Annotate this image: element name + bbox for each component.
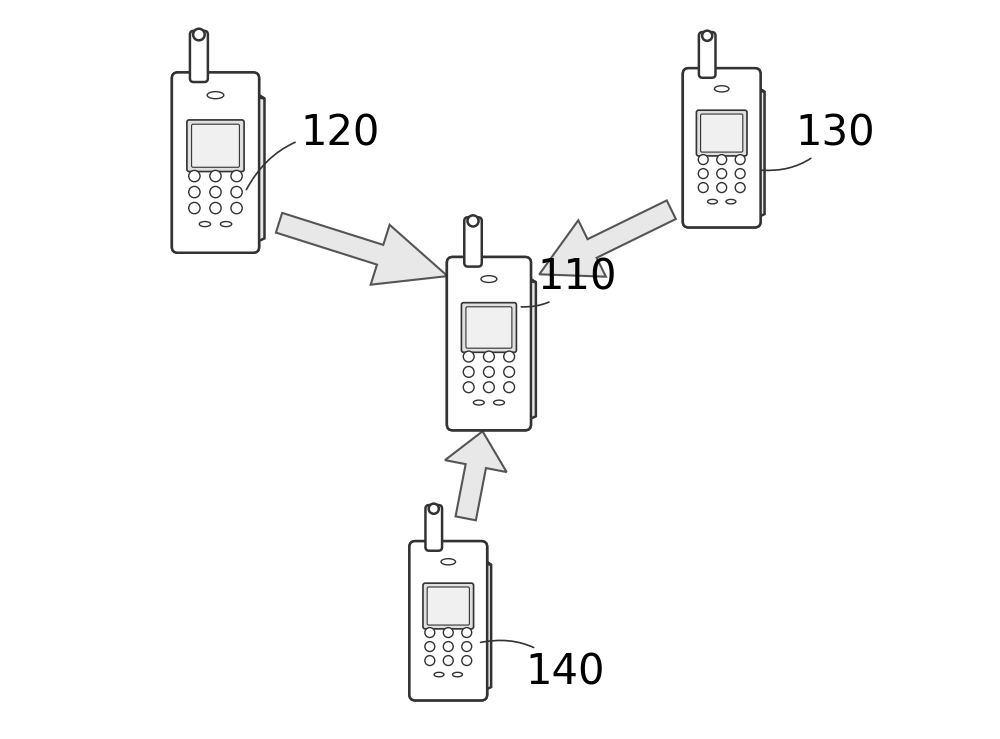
Ellipse shape xyxy=(220,222,232,227)
FancyBboxPatch shape xyxy=(447,257,531,430)
Ellipse shape xyxy=(473,400,484,405)
FancyBboxPatch shape xyxy=(466,307,512,348)
Circle shape xyxy=(735,154,745,165)
Ellipse shape xyxy=(207,92,224,99)
Circle shape xyxy=(698,183,708,193)
Polygon shape xyxy=(525,276,536,421)
FancyBboxPatch shape xyxy=(464,217,482,267)
Polygon shape xyxy=(692,74,765,92)
Circle shape xyxy=(425,641,435,652)
FancyBboxPatch shape xyxy=(699,32,716,78)
FancyBboxPatch shape xyxy=(683,68,761,228)
Circle shape xyxy=(189,171,200,182)
Circle shape xyxy=(717,154,727,165)
Circle shape xyxy=(189,202,200,214)
Circle shape xyxy=(231,186,242,198)
Text: 120: 120 xyxy=(246,112,380,190)
FancyBboxPatch shape xyxy=(187,120,244,171)
Circle shape xyxy=(702,31,712,41)
Circle shape xyxy=(483,367,494,378)
Circle shape xyxy=(463,382,474,392)
Polygon shape xyxy=(276,213,448,285)
Circle shape xyxy=(462,627,472,638)
Circle shape xyxy=(210,186,221,198)
Ellipse shape xyxy=(481,276,497,282)
Circle shape xyxy=(210,202,221,214)
Circle shape xyxy=(210,171,221,182)
Polygon shape xyxy=(182,78,264,98)
Ellipse shape xyxy=(714,86,729,92)
Polygon shape xyxy=(539,200,676,276)
FancyBboxPatch shape xyxy=(696,110,747,156)
Text: 110: 110 xyxy=(521,256,616,307)
Text: 130: 130 xyxy=(761,112,875,171)
FancyBboxPatch shape xyxy=(192,124,239,167)
Circle shape xyxy=(467,215,479,226)
Polygon shape xyxy=(253,92,264,243)
FancyBboxPatch shape xyxy=(701,114,743,152)
FancyBboxPatch shape xyxy=(172,72,259,253)
Circle shape xyxy=(483,382,494,392)
Circle shape xyxy=(717,168,727,179)
Polygon shape xyxy=(419,547,491,565)
FancyBboxPatch shape xyxy=(423,583,474,629)
Ellipse shape xyxy=(494,400,504,405)
Circle shape xyxy=(425,627,435,638)
Polygon shape xyxy=(456,263,536,282)
Circle shape xyxy=(504,367,515,378)
Circle shape xyxy=(698,154,708,165)
Circle shape xyxy=(231,202,242,214)
Circle shape xyxy=(717,183,727,193)
Circle shape xyxy=(443,655,453,666)
Ellipse shape xyxy=(434,672,444,677)
FancyBboxPatch shape xyxy=(190,31,208,82)
Circle shape xyxy=(463,367,474,378)
Circle shape xyxy=(735,168,745,179)
Polygon shape xyxy=(445,432,507,520)
FancyBboxPatch shape xyxy=(409,541,487,701)
Ellipse shape xyxy=(453,672,462,677)
Circle shape xyxy=(698,168,708,179)
Circle shape xyxy=(504,382,515,392)
Ellipse shape xyxy=(726,200,736,204)
Ellipse shape xyxy=(199,222,211,227)
Circle shape xyxy=(429,504,439,514)
FancyBboxPatch shape xyxy=(683,68,761,228)
Circle shape xyxy=(462,655,472,666)
Text: 140: 140 xyxy=(481,641,605,693)
Circle shape xyxy=(189,186,200,198)
FancyBboxPatch shape xyxy=(461,303,516,353)
Circle shape xyxy=(443,627,453,638)
FancyBboxPatch shape xyxy=(447,257,531,430)
FancyBboxPatch shape xyxy=(425,505,442,551)
Polygon shape xyxy=(481,559,491,692)
Circle shape xyxy=(425,655,435,666)
Ellipse shape xyxy=(441,559,456,565)
Circle shape xyxy=(231,171,242,182)
Circle shape xyxy=(193,29,205,41)
Circle shape xyxy=(443,641,453,652)
Polygon shape xyxy=(755,86,765,219)
Circle shape xyxy=(483,351,494,362)
FancyBboxPatch shape xyxy=(172,72,259,253)
Circle shape xyxy=(504,351,515,362)
Circle shape xyxy=(463,351,474,362)
FancyBboxPatch shape xyxy=(409,541,487,701)
FancyBboxPatch shape xyxy=(427,587,469,625)
Ellipse shape xyxy=(708,200,717,204)
Circle shape xyxy=(462,641,472,652)
Circle shape xyxy=(735,183,745,193)
